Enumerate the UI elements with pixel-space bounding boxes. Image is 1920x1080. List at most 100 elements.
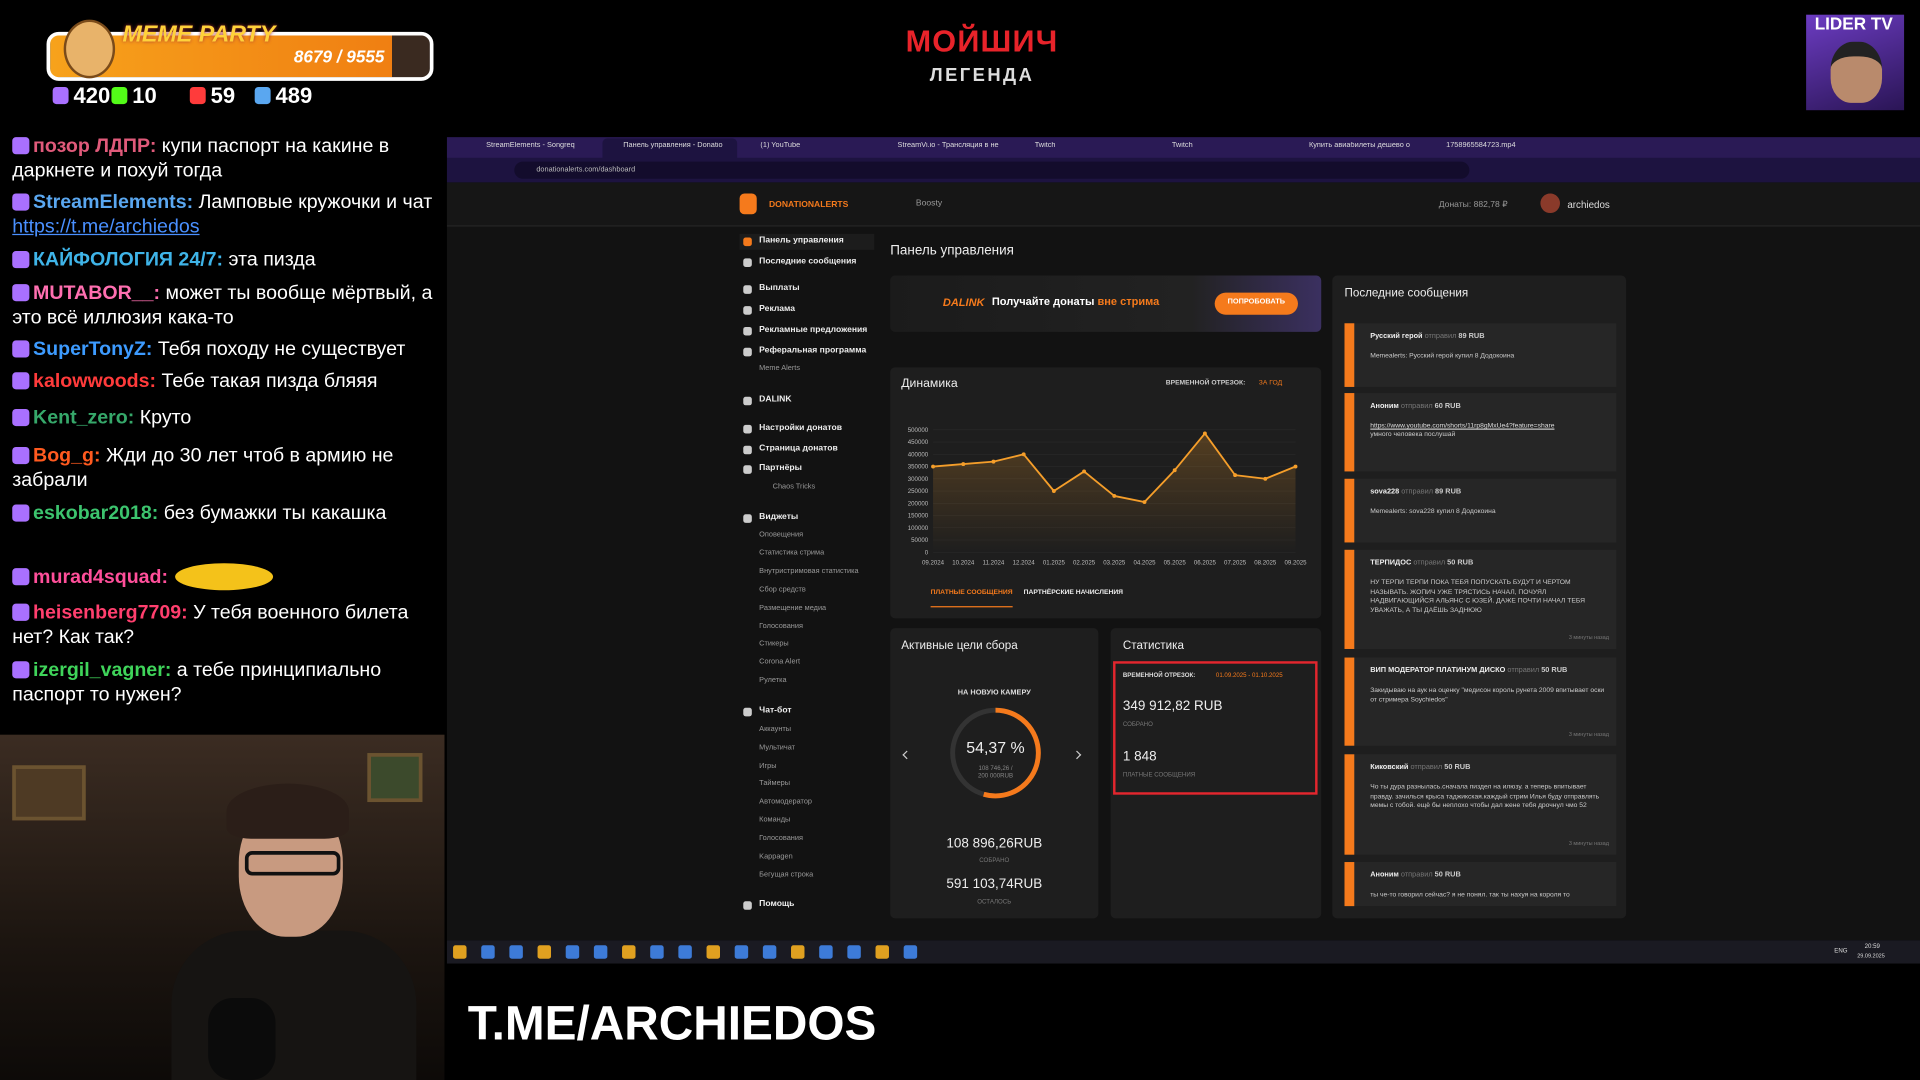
menu-icon[interactable] [743, 707, 752, 717]
message-action: отправил [1400, 871, 1433, 880]
goal-detail: 108 746,26 / [978, 765, 1013, 773]
brand: DONATIONALERTS [768, 200, 849, 210]
chart-title: Динамика [901, 377, 958, 391]
sidebar-menu-item[interactable]: Таймеры [759, 780, 791, 788]
menu-icon[interactable] [743, 306, 752, 315]
menu-icon[interactable] [743, 514, 752, 523]
menu-icon[interactable] [743, 445, 752, 455]
menu-icon[interactable] [743, 258, 752, 267]
chat-message: StreamElements: Ламповые кружочки и чат … [12, 191, 434, 240]
badge-icon [12, 251, 30, 269]
menu-icon[interactable] [743, 424, 752, 434]
sidebar-menu-item[interactable]: Рекламные предложения [759, 325, 868, 335]
sidebar-menu-item[interactable]: Голосования [759, 623, 803, 631]
banner-button-bg[interactable] [1214, 292, 1298, 315]
x-tick-label: 02.2025 [1073, 559, 1096, 566]
webcam-frame [367, 753, 423, 803]
taskbar-icon [593, 945, 608, 959]
menu-icon[interactable] [743, 396, 752, 406]
sidebar-menu-item[interactable]: Размещение медиа [759, 604, 827, 613]
data-point [1051, 489, 1056, 493]
sidebar-menu-item[interactable]: Виджеты [759, 513, 799, 522]
data-point [1263, 476, 1268, 481]
sidebar-menu-item[interactable]: Внутристримовая статистика [759, 568, 859, 576]
menu-icon[interactable] [743, 285, 752, 294]
stat-icon [52, 86, 69, 105]
sidebar-menu-item[interactable]: Команды [759, 816, 791, 825]
taskbar-icon [481, 945, 495, 959]
sidebar-menu-item[interactable]: Автомодератор [759, 798, 813, 806]
boosty-tab[interactable]: Boosty [915, 199, 943, 209]
sidebar-menu-item[interactable]: Chaos Tricks [772, 483, 816, 492]
data-point [1293, 464, 1298, 469]
sidebar-menu-item[interactable]: Рулетка [759, 677, 787, 685]
webcam-glasses [244, 851, 341, 876]
message-card [1344, 862, 1617, 907]
sidebar-menu-item[interactable]: Kappagen [759, 853, 793, 861]
message-header: Русский герой отправил 89 RUB [1370, 333, 1484, 340]
sidebar-menu-item[interactable]: Реклама [759, 304, 796, 314]
message-text: Чо ты дура разнылась.сначала пиздел на и… [1370, 783, 1600, 810]
goals-panel [890, 628, 1099, 919]
footer-bg [444, 963, 1920, 1080]
chat-message: КАЙФОЛОГИЯ 24/7: эта пизда [12, 249, 434, 273]
menu-icon[interactable] [743, 465, 752, 474]
sidebar-menu-item[interactable]: DALINK [759, 395, 792, 405]
active-tab[interactable] [602, 138, 738, 158]
sidebar-menu-item[interactable]: Мультичат [759, 744, 796, 752]
chat-link[interactable]: https://t.me/archiedos [12, 216, 200, 238]
data-point [1172, 468, 1177, 473]
browser-tab[interactable]: 1758965584723.mp4 [1446, 142, 1516, 150]
sidebar-menu-item[interactable]: Meme Alerts [759, 364, 801, 373]
chat-text: У тебя военного билета нет? Как так? [12, 602, 409, 648]
chart-tab[interactable]: ПАРТНЁРСКИЕ НАЧИСЛЕНИЯ [1023, 588, 1124, 597]
badge-icon [12, 603, 30, 621]
browser-tab[interactable]: Twitch [1171, 142, 1193, 150]
chat-text: а тебе принципиально паспорт то нужен? [12, 660, 382, 706]
sidebar-menu-item[interactable]: Выплаты [759, 284, 800, 293]
badge-icon [12, 137, 30, 155]
browser-tab[interactable]: Панель управления - Donatio [623, 142, 723, 150]
sidebar-menu-item[interactable]: Игры [759, 762, 777, 771]
browser-tab[interactable]: (1) YouTube [760, 142, 801, 150]
menu-icon[interactable] [743, 901, 752, 910]
address-bar[interactable] [514, 161, 1470, 179]
sidebar-menu-item[interactable]: Статистика стрима [759, 549, 825, 558]
sidebar-menu-item[interactable]: Страница донатов [759, 444, 838, 454]
browser-tab[interactable]: Twitch [1034, 142, 1056, 150]
sidebar-menu-item[interactable]: Стикеры [759, 640, 789, 648]
browser-tab[interactable]: StreamElements - Songreq [486, 142, 575, 150]
sidebar-menu-item[interactable]: Сбор средств [759, 586, 806, 594]
menu-icon[interactable] [743, 237, 752, 247]
chart-tab[interactable]: ПЛАТНЫЕ СООБЩЕНИЯ [930, 589, 1013, 608]
chat-text: купи паспорт на какине в даркнете и поху… [12, 135, 390, 182]
sidebar-menu-item[interactable]: Чат-бот [759, 706, 792, 716]
user-menu[interactable]: archiedos [1567, 199, 1610, 211]
footer-link[interactable]: T.ME/ARCHIEDOS [467, 997, 877, 1051]
sidebar-menu-item[interactable]: Последние сообщения [759, 257, 857, 266]
badge-icon [12, 193, 30, 211]
sidebar-menu-item[interactable]: Настройки донатов [759, 423, 843, 433]
sidebar-menu-item[interactable]: Оповещения [759, 531, 804, 539]
sidebar-menu-item[interactable]: Реферальная программа [759, 346, 867, 356]
message-link[interactable]: https://www.youtube.com/shorts/11rp8gMxU… [1370, 422, 1555, 430]
browser-tab[interactable]: StreamVi.io - Трансляция в не [897, 142, 999, 150]
x-tick-label: 05.2025 [1164, 559, 1187, 566]
sidebar-menu-item[interactable]: Голосования [759, 835, 803, 843]
stat-icon [189, 86, 206, 105]
sidebar-menu-item[interactable]: Партнёры [759, 464, 802, 473]
banner-button[interactable]: ПОПРОБОВАТЬ [1227, 298, 1286, 307]
sidebar-menu-item[interactable]: Corona Alert [759, 658, 801, 667]
sidebar-menu-item[interactable]: Помощь [759, 900, 795, 909]
browser-tab[interactable]: Купить авиабилеты дешево о [1308, 142, 1410, 150]
stats-sum-label: СОБРАНО [1122, 721, 1153, 729]
menu-icon[interactable] [743, 326, 752, 336]
donor-name: Русский герой [1370, 333, 1423, 341]
sidebar-menu-item[interactable]: Аккаунты [759, 726, 792, 734]
chat-message: позор ЛДПР: купи паспорт на какине в дар… [12, 135, 434, 184]
chat-text: Тебя походу не существует [157, 339, 406, 360]
sidebar-menu-item[interactable]: Бегущая строка [759, 871, 814, 880]
menu-icon[interactable] [743, 347, 752, 357]
sidebar-menu-item[interactable]: Панель управления [759, 236, 844, 245]
